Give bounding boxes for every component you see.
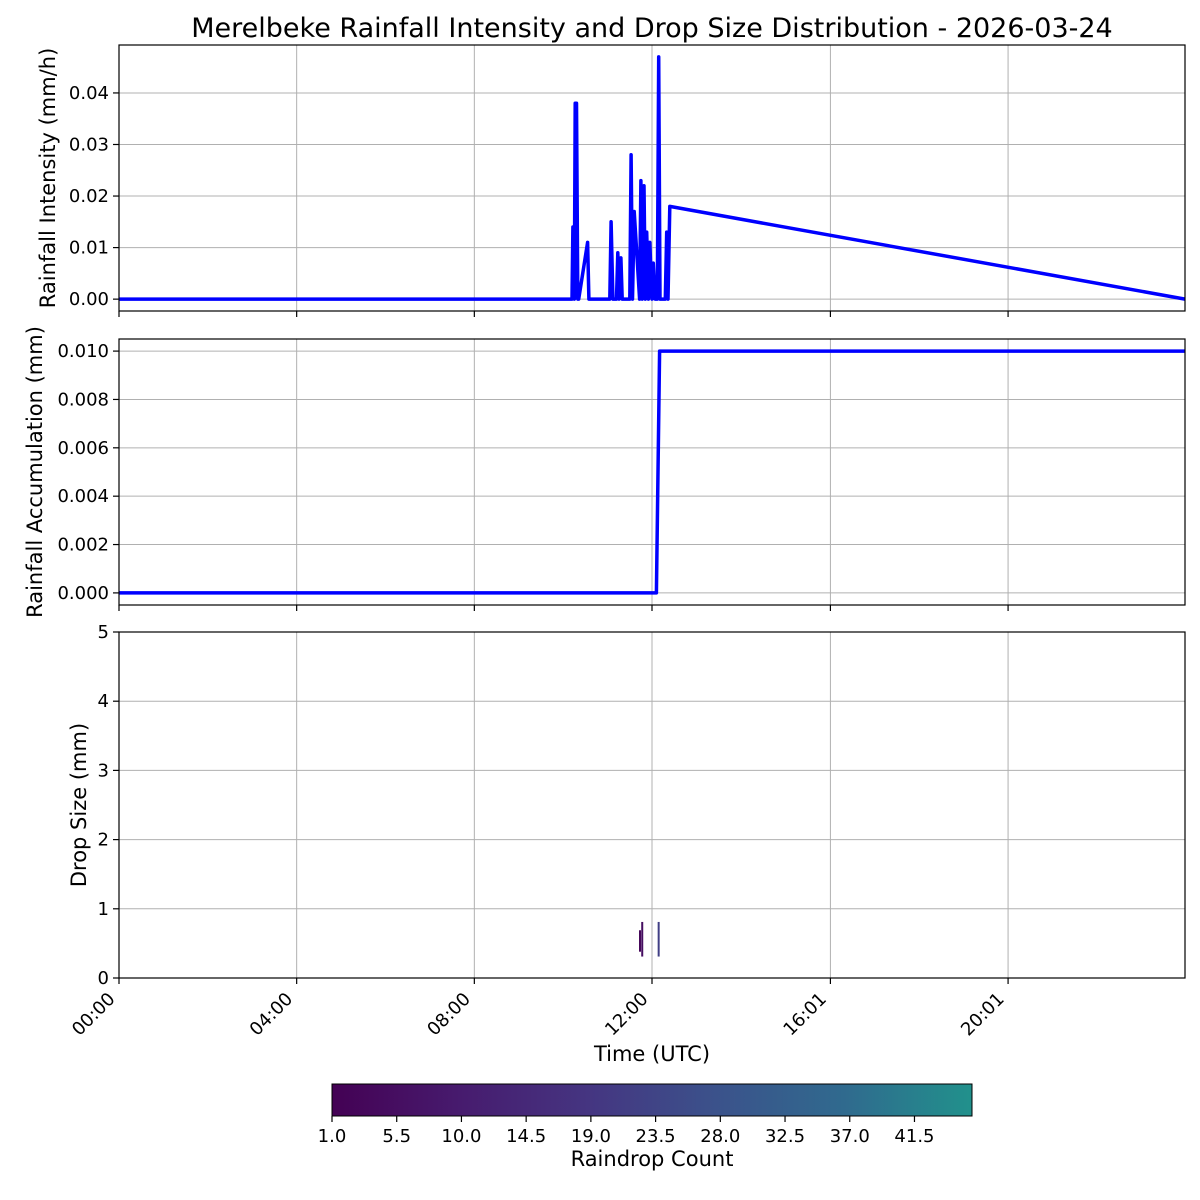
chart-title: Merelbeke Rainfall Intensity and Drop Si… (191, 13, 1112, 44)
colorbar-tick-label: 14.5 (506, 1126, 546, 1147)
colorbar: 1.0 5.5 10.0 14.5 19.0 23.5 28.0 32.5 37.0 41.5 R… (318, 1083, 973, 1171)
colorbar-tick-label: 28.0 (700, 1126, 740, 1147)
intensity-x-ticks (118, 311, 1009, 317)
intensity-series-line (119, 55, 1186, 301)
drop-size-cell (641, 921, 644, 957)
colorbar-tick-label: 37.0 (830, 1126, 870, 1147)
x-tick-label: 08:00 (423, 989, 475, 1041)
x-tick-label: 20:01 (957, 989, 1009, 1041)
y-tick-label: 3 (98, 760, 109, 781)
y-tick-label: 1 (98, 899, 109, 920)
drop-size-cell (657, 921, 660, 957)
y-tick-label: 0.01 (69, 238, 109, 259)
x-tick-label: 04:00 (246, 989, 298, 1041)
x-axis-label: Time (UTC) (593, 1042, 710, 1066)
drop-size-grid (118, 631, 1185, 979)
accumulation-series-line (119, 349, 1185, 595)
accumulation-y-label: Rainfall Accumulation (mm) (23, 326, 47, 618)
colorbar-gradient (331, 1083, 973, 1117)
accumulation-x-ticks (118, 605, 1009, 611)
y-tick-label: 0.008 (57, 389, 109, 410)
y-tick-label: 0.002 (57, 535, 109, 556)
x-tick-label: 00:00 (68, 989, 120, 1041)
panel-intensity: 0.00 0.01 0.02 0.03 0.04 Rainfall Intensity … (36, 44, 1186, 317)
panel-accumulation: 0.000 0.002 0.004 0.006 0.008 0.010 Rainfall … (23, 326, 1186, 618)
y-tick-label: 0.03 (69, 134, 109, 155)
y-tick-label: 0.000 (57, 583, 109, 604)
y-tick-label: 0.00 (69, 289, 109, 310)
drop-size-y-label: Drop Size (mm) (67, 723, 91, 887)
y-tick-label: 5 (98, 622, 109, 643)
intensity-y-label: Rainfall Intensity (mm/h) (36, 48, 60, 309)
panel-drop-size: 0 1 2 3 4 5 00:00 04:00 08:00 12:00 16:01 20:01 Dr… (67, 622, 1186, 1066)
y-tick-label: 0.004 (57, 486, 109, 507)
x-tick-label: 12:00 (601, 989, 653, 1041)
colorbar-tick-label: 1.0 (318, 1126, 347, 1147)
colorbar-tick-label: 19.0 (571, 1126, 611, 1147)
colorbar-ticks: 1.0 5.5 10.0 14.5 19.0 23.5 28.0 32.5 37.0 41.5 (318, 1116, 935, 1147)
colorbar-tick-label: 32.5 (765, 1126, 805, 1147)
colorbar-tick-label: 5.5 (382, 1126, 411, 1147)
colorbar-tick-label: 10.0 (441, 1126, 481, 1147)
y-tick-label: 0.010 (57, 341, 109, 362)
drop-size-axes-frame (118, 631, 1186, 979)
y-tick-label: 4 (98, 691, 109, 712)
y-tick-label: 0.006 (57, 438, 109, 459)
colorbar-tick-label: 41.5 (894, 1126, 934, 1147)
y-tick-label: 0.02 (69, 186, 109, 207)
colorbar-tick-label: 23.5 (636, 1126, 676, 1147)
y-tick-label: 0.04 (69, 83, 109, 104)
colorbar-label: Raindrop Count (571, 1147, 734, 1171)
y-tick-label: 0 (98, 968, 109, 989)
intensity-y-ticks: 0.00 0.01 0.02 0.03 0.04 (69, 83, 119, 310)
x-tick-label: 16:01 (779, 989, 831, 1041)
drop-size-x-ticks: 00:00 04:00 08:00 12:00 16:01 20:01 (68, 978, 1009, 1040)
intensity-axes-frame (118, 44, 1186, 312)
accumulation-axes-frame (118, 338, 1186, 606)
accumulation-y-ticks: 0.000 0.002 0.004 0.006 0.008 0.010 (57, 341, 119, 604)
drop-size-cell (639, 930, 642, 952)
drop-size-y-ticks: 0 1 2 3 4 5 (98, 622, 119, 989)
drop-size-cells (639, 921, 660, 957)
accumulation-grid (118, 339, 1185, 605)
y-tick-label: 2 (98, 830, 109, 851)
